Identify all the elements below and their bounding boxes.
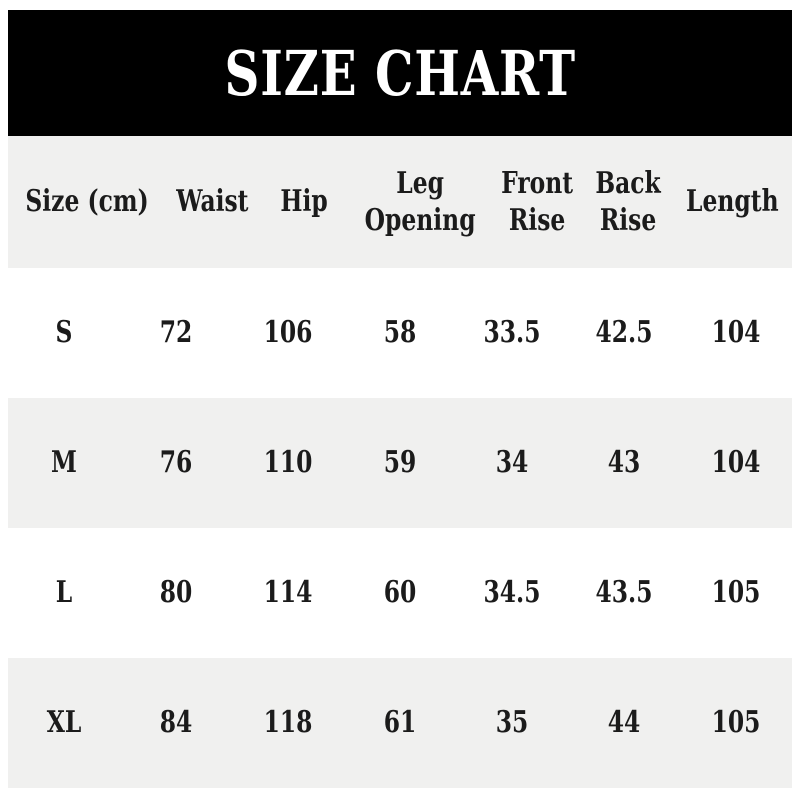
header-cell-leg-opening: Leg Opening xyxy=(364,165,475,240)
header-label: Hip xyxy=(280,184,328,220)
header-cell-length: Length xyxy=(686,183,779,221)
value-cell-length: 104 xyxy=(711,315,761,351)
header-cell-hip: Hip xyxy=(269,183,339,221)
table-row-xl: XL 84 118 61 35 44 105 xyxy=(8,658,792,788)
value-cell-leg-opening: 60 xyxy=(383,575,417,611)
header-cell-back-rise: Back Rise xyxy=(593,165,663,240)
header-label: Back xyxy=(595,165,662,201)
value-cell-hip: 114 xyxy=(263,575,313,611)
value-cell-waist: 80 xyxy=(159,575,193,611)
size-cell: M xyxy=(51,445,77,481)
header-cell-front-rise: Front Rise xyxy=(501,165,573,240)
value-cell-length: 104 xyxy=(711,445,761,481)
value-cell-back-rise: 43.5 xyxy=(595,575,653,611)
value-cell-waist: 72 xyxy=(159,315,193,351)
header-cell-size: Size (cm) xyxy=(25,183,148,221)
value-cell-waist: 76 xyxy=(159,445,193,481)
value-cell-leg-opening: 61 xyxy=(383,705,417,741)
value-cell-back-rise: 44 xyxy=(607,705,641,741)
table-header-row: Size (cm) Waist Hip Leg Opening Front Ri… xyxy=(8,136,792,268)
value-cell-front-rise: 35 xyxy=(495,705,529,741)
table-row-m: M 76 110 59 34 43 104 xyxy=(8,398,792,528)
header-label: Waist xyxy=(176,184,249,220)
value-cell-length: 105 xyxy=(711,575,761,611)
header-label: Rise xyxy=(600,203,657,238)
value-cell-front-rise: 34 xyxy=(495,445,529,481)
size-chart-title: SIZE CHART xyxy=(224,36,576,110)
size-cell: S xyxy=(55,315,73,351)
header-cell-waist: Waist xyxy=(176,183,248,221)
value-cell-front-rise: 34.5 xyxy=(483,575,541,611)
header-label: Leg xyxy=(396,165,444,201)
table-row-l: L 80 114 60 34.5 43.5 105 xyxy=(8,528,792,658)
value-cell-leg-opening: 58 xyxy=(383,315,417,351)
table-row-s: S 72 106 58 33.5 42.5 104 xyxy=(8,268,792,398)
size-cell: L xyxy=(55,575,73,611)
header-label: Opening xyxy=(364,203,476,238)
header-label: Size (cm) xyxy=(25,184,149,220)
value-cell-waist: 84 xyxy=(159,705,193,741)
value-cell-leg-opening: 59 xyxy=(383,445,417,481)
size-table: Size (cm) Waist Hip Leg Opening Front Ri… xyxy=(8,136,792,788)
header-label: Length xyxy=(686,184,779,220)
size-cell: XL xyxy=(46,705,82,741)
value-cell-back-rise: 42.5 xyxy=(595,315,653,351)
header-label: Front xyxy=(501,165,574,201)
value-cell-length: 105 xyxy=(711,705,761,741)
header-label: Rise xyxy=(508,203,566,238)
value-cell-back-rise: 43 xyxy=(607,445,641,481)
value-cell-hip: 106 xyxy=(263,315,313,351)
value-cell-hip: 110 xyxy=(263,445,313,481)
size-chart-banner: SIZE CHART xyxy=(8,10,792,136)
value-cell-hip: 118 xyxy=(263,705,313,741)
value-cell-front-rise: 33.5 xyxy=(483,315,541,351)
